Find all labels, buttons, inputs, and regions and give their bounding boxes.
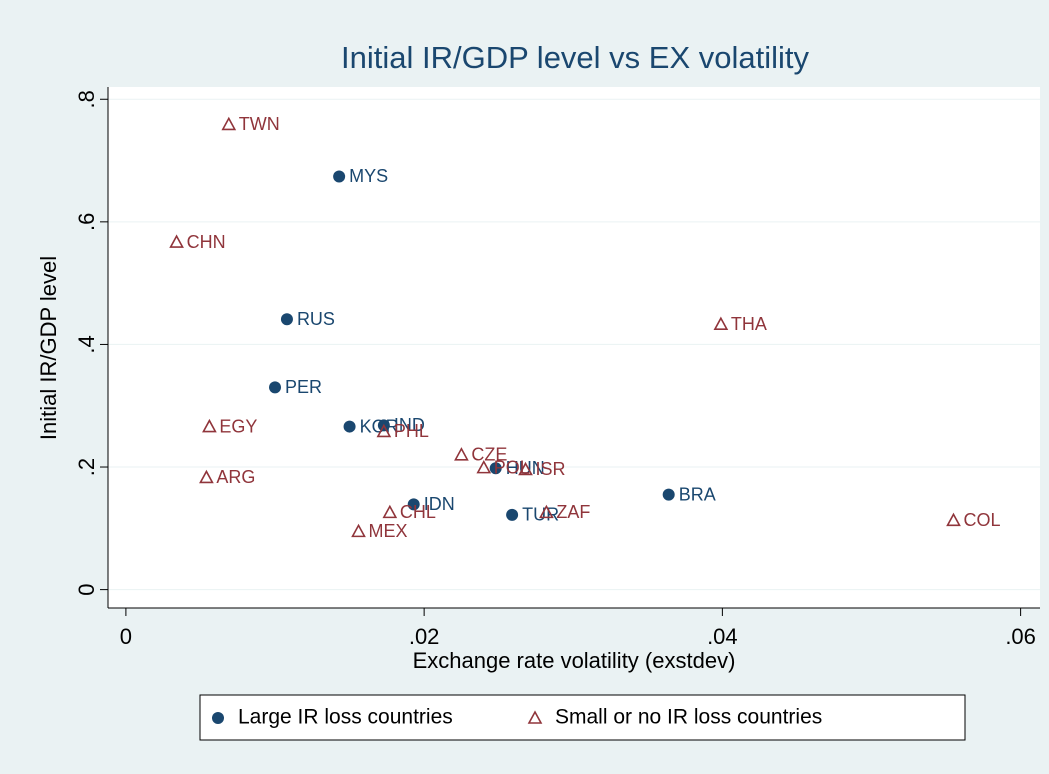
x-tick-label: .02 — [409, 624, 440, 649]
point-label: ZAF — [556, 502, 590, 522]
point — [476, 459, 492, 474]
point — [351, 523, 366, 538]
point-label: ISR — [536, 459, 566, 479]
point — [382, 504, 398, 519]
x-tick-label: .06 — [1005, 624, 1036, 649]
point-label: ARG — [216, 467, 255, 487]
point — [221, 116, 237, 131]
point — [202, 418, 217, 433]
point-label: TWN — [239, 114, 280, 134]
point-label: BRA — [679, 484, 716, 504]
y-tick-label: .6 — [74, 213, 99, 231]
x-tick-label: 0 — [120, 624, 132, 649]
y-tick-label: 0 — [74, 583, 99, 595]
point-label: IND — [394, 415, 425, 435]
legend-marker — [212, 712, 224, 724]
point — [333, 170, 346, 183]
point-label: IDN — [424, 494, 455, 514]
point-label: MEX — [369, 521, 408, 541]
chart-title: Initial IR/GDP level vs EX volatility — [341, 40, 810, 75]
point — [343, 420, 356, 433]
point-label: THA — [731, 314, 767, 334]
point — [407, 498, 420, 511]
point-label: EGY — [219, 416, 257, 436]
point — [713, 316, 729, 331]
point — [454, 447, 469, 461]
legend — [199, 694, 966, 741]
y-tick-label: .8 — [74, 90, 99, 108]
point — [489, 462, 502, 475]
point-label: CHN — [187, 232, 226, 252]
point — [662, 488, 675, 501]
plot-area — [108, 87, 1040, 608]
point — [518, 461, 533, 476]
point-label: CHL — [400, 502, 436, 522]
point-label: MYS — [349, 166, 388, 186]
y-tick-label: .4 — [74, 335, 99, 353]
point-label: TUR — [522, 505, 559, 525]
point — [169, 234, 184, 248]
y-axis-label: Initial IR/GDP level — [36, 256, 61, 440]
point-label: HUN — [506, 458, 545, 478]
point — [506, 508, 519, 521]
x-tick-label: .04 — [707, 624, 738, 649]
x-axis-label: Exchange rate volatility (exstdev) — [413, 648, 736, 673]
legend-label: Large IR loss countries — [238, 706, 453, 729]
legend-label: Small or no IR loss countries — [555, 706, 822, 729]
point-label: PHL — [394, 421, 429, 441]
y-tick-label: .2 — [74, 458, 99, 476]
point-label: PER — [285, 377, 322, 397]
point — [269, 381, 282, 394]
legend-marker — [527, 710, 543, 724]
point-label: CZE — [471, 445, 507, 465]
point-label: RUS — [297, 309, 335, 329]
point-label: COL — [964, 510, 1001, 530]
point — [199, 469, 214, 484]
point — [946, 512, 961, 527]
point — [376, 423, 392, 438]
point — [539, 504, 554, 519]
point — [280, 313, 293, 326]
